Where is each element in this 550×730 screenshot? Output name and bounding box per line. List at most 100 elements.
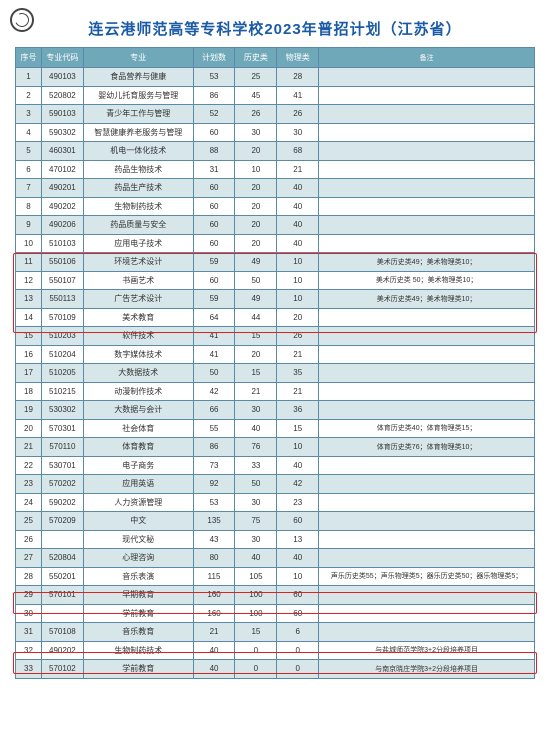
table-cell: 24 bbox=[16, 493, 42, 512]
table-cell bbox=[319, 68, 535, 87]
table-cell: 460301 bbox=[41, 142, 83, 161]
table-cell: 15 bbox=[235, 623, 277, 642]
table-cell: 570101 bbox=[41, 586, 83, 605]
table-cell: 59 bbox=[193, 253, 235, 272]
table-cell: 心理咨询 bbox=[83, 549, 193, 568]
table-cell: 药品质量与安全 bbox=[83, 216, 193, 235]
table-row: 20570301社会体育554015体育历史类40；体育物理类15； bbox=[16, 419, 535, 438]
table-cell: 550201 bbox=[41, 567, 83, 586]
table-row: 31570108音乐教育21156 bbox=[16, 623, 535, 642]
col-header: 专业 bbox=[83, 48, 193, 68]
table-cell: 105 bbox=[235, 567, 277, 586]
table-cell: 10 bbox=[277, 438, 319, 457]
table-cell: 音乐表演 bbox=[83, 567, 193, 586]
table-cell bbox=[319, 123, 535, 142]
table-cell bbox=[319, 586, 535, 605]
table-cell: 动漫制作技术 bbox=[83, 382, 193, 401]
table-cell: 490206 bbox=[41, 216, 83, 235]
table-cell: 40 bbox=[277, 549, 319, 568]
table-cell: 40 bbox=[277, 216, 319, 235]
col-header: 专业代码 bbox=[41, 48, 83, 68]
table-cell: 60 bbox=[193, 179, 235, 198]
table-cell: 1 bbox=[16, 68, 42, 87]
logo-icon bbox=[10, 8, 34, 32]
table-cell: 18 bbox=[16, 382, 42, 401]
table-cell: 药品生物技术 bbox=[83, 160, 193, 179]
table-cell: 婴幼儿托育服务与管理 bbox=[83, 86, 193, 105]
table-cell: 550106 bbox=[41, 253, 83, 272]
table-header-row: 序号专业代码专业计划数历史类物理类备注 bbox=[16, 48, 535, 68]
table-cell: 40 bbox=[235, 419, 277, 438]
table-cell: 50 bbox=[235, 475, 277, 494]
table-cell: 大数据技术 bbox=[83, 364, 193, 383]
table-row: 32490202生物制药技术4000与盐城师范学院3+2分段培养项目 bbox=[16, 641, 535, 660]
table-cell: 28 bbox=[16, 567, 42, 586]
table-cell bbox=[319, 530, 535, 549]
table-cell: 音乐教育 bbox=[83, 623, 193, 642]
table-cell: 21 bbox=[235, 382, 277, 401]
table-cell: 86 bbox=[193, 86, 235, 105]
table-cell: 30 bbox=[235, 401, 277, 420]
table-cell: 590103 bbox=[41, 105, 83, 124]
table-cell: 42 bbox=[193, 382, 235, 401]
table-row: 4590302智慧健康养老服务与管理603030 bbox=[16, 123, 535, 142]
table-row: 6470102药品生物技术311021 bbox=[16, 160, 535, 179]
table-row: 33570102学前教育4000与南京晓庄学院3+2分段培养项目 bbox=[16, 660, 535, 679]
table-cell: 88 bbox=[193, 142, 235, 161]
table-row: 24590202人力资源管理533023 bbox=[16, 493, 535, 512]
table-cell: 55 bbox=[193, 419, 235, 438]
table-cell: 学前教育 bbox=[83, 604, 193, 623]
table-cell: 机电一体化技术 bbox=[83, 142, 193, 161]
table-cell: 570108 bbox=[41, 623, 83, 642]
table-cell bbox=[319, 345, 535, 364]
table-cell: 73 bbox=[193, 456, 235, 475]
table-cell: 广告艺术设计 bbox=[83, 290, 193, 309]
table-cell: 26 bbox=[235, 105, 277, 124]
table-cell: 应用电子技术 bbox=[83, 234, 193, 253]
table-row: 5460301机电一体化技术882068 bbox=[16, 142, 535, 161]
table-cell: 59 bbox=[193, 290, 235, 309]
table-cell: 33 bbox=[235, 456, 277, 475]
table-cell: 30 bbox=[16, 604, 42, 623]
table-cell: 570102 bbox=[41, 660, 83, 679]
table-row: 10510103应用电子技术602040 bbox=[16, 234, 535, 253]
table-cell: 现代文秘 bbox=[83, 530, 193, 549]
table-cell: 21 bbox=[277, 345, 319, 364]
table-cell: 0 bbox=[277, 660, 319, 679]
table-cell: 与南京晓庄学院3+2分段培养项目 bbox=[319, 660, 535, 679]
table-row: 21570110体育教育867610体育历史类76；体育物理类10； bbox=[16, 438, 535, 457]
table-cell: 520804 bbox=[41, 549, 83, 568]
table-cell: 60 bbox=[193, 123, 235, 142]
table-cell: 21 bbox=[16, 438, 42, 457]
table-cell: 智慧健康养老服务与管理 bbox=[83, 123, 193, 142]
table-cell: 30 bbox=[235, 530, 277, 549]
table-row: 1490103食品营养与健康532528 bbox=[16, 68, 535, 87]
table-row: 2520802婴幼儿托育服务与管理864541 bbox=[16, 86, 535, 105]
table-cell bbox=[319, 179, 535, 198]
table-cell: 早期教育 bbox=[83, 586, 193, 605]
table-row: 13550113广告艺术设计594910美术历史类49；美术物理类10； bbox=[16, 290, 535, 309]
table-cell: 36 bbox=[277, 401, 319, 420]
table-cell: 6 bbox=[16, 160, 42, 179]
table-cell: 75 bbox=[235, 512, 277, 531]
table-cell: 药品生产技术 bbox=[83, 179, 193, 198]
table-cell: 20 bbox=[235, 216, 277, 235]
table-row: 12550107书画艺术605010美术历史类 50；美术物理类10； bbox=[16, 271, 535, 290]
table-cell: 570209 bbox=[41, 512, 83, 531]
table-cell: 青少年工作与管理 bbox=[83, 105, 193, 124]
table-cell: 76 bbox=[235, 438, 277, 457]
table-cell: 510204 bbox=[41, 345, 83, 364]
table-cell bbox=[319, 364, 535, 383]
table-cell bbox=[319, 142, 535, 161]
table-cell: 8 bbox=[16, 197, 42, 216]
table-cell: 44 bbox=[235, 308, 277, 327]
table-cell: 52 bbox=[193, 105, 235, 124]
table-cell: 550113 bbox=[41, 290, 83, 309]
table-row: 27520804心理咨询804040 bbox=[16, 549, 535, 568]
table-cell bbox=[319, 475, 535, 494]
table-row: 15510203软件技术411526 bbox=[16, 327, 535, 346]
col-header: 历史类 bbox=[235, 48, 277, 68]
table-cell: 40 bbox=[235, 549, 277, 568]
table-cell: 160 bbox=[193, 586, 235, 605]
table-cell bbox=[319, 512, 535, 531]
